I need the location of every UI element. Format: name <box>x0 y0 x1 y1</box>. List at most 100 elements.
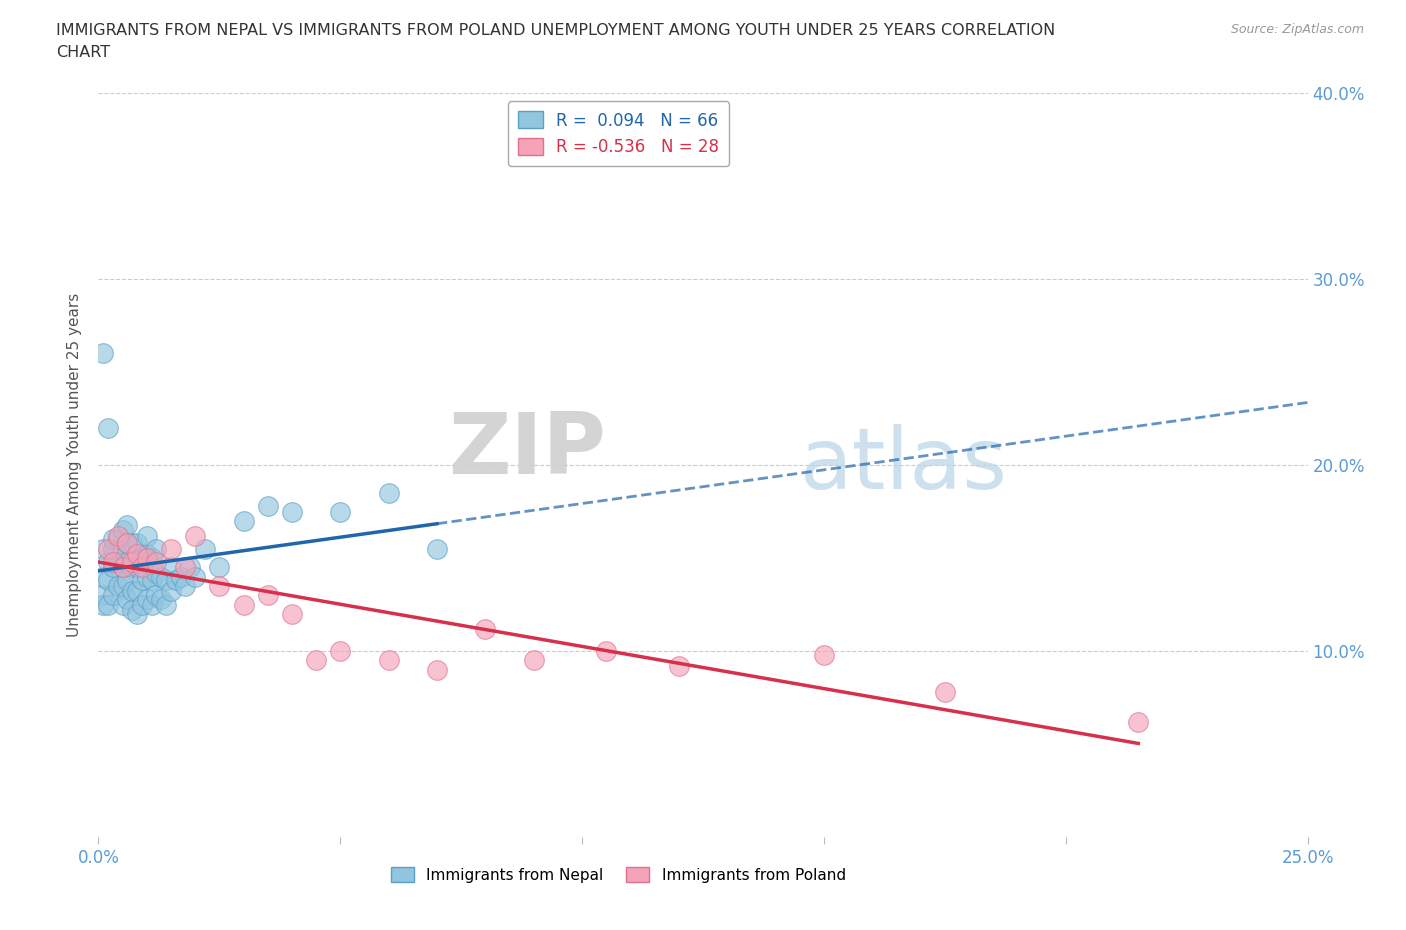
Point <box>107 578 129 593</box>
Point <box>111 560 134 575</box>
Point <box>426 541 449 556</box>
Point <box>145 588 167 603</box>
Point <box>281 504 304 519</box>
Point <box>160 541 183 556</box>
Point <box>141 597 163 612</box>
Point <box>117 536 139 551</box>
Point <box>117 591 139 606</box>
Point <box>97 420 120 435</box>
Point <box>174 578 197 593</box>
Point <box>131 560 153 575</box>
Point <box>121 554 143 569</box>
Point <box>135 569 157 584</box>
Text: atlas: atlas <box>800 423 1008 507</box>
Point <box>150 591 173 606</box>
Point <box>91 588 114 603</box>
Point <box>595 644 617 658</box>
Point <box>329 504 352 519</box>
Legend: Immigrants from Nepal, Immigrants from Poland: Immigrants from Nepal, Immigrants from P… <box>385 860 852 889</box>
Point <box>208 560 231 575</box>
Point <box>141 551 163 565</box>
Point <box>107 554 129 569</box>
Point <box>329 644 352 658</box>
Point <box>91 569 114 584</box>
Point <box>934 684 956 699</box>
Text: IMMIGRANTS FROM NEPAL VS IMMIGRANTS FROM POLAND UNEMPLOYMENT AMONG YOUTH UNDER 2: IMMIGRANTS FROM NEPAL VS IMMIGRANTS FROM… <box>56 23 1056 38</box>
Point <box>1128 714 1150 729</box>
Point <box>111 560 134 575</box>
Point <box>377 653 399 668</box>
Point <box>155 573 177 588</box>
Point <box>150 569 173 584</box>
Point <box>117 517 139 532</box>
Point <box>281 606 304 621</box>
Point <box>127 606 149 621</box>
Point <box>101 554 124 569</box>
Point <box>127 536 149 551</box>
Point <box>101 560 124 575</box>
Text: ZIP: ZIP <box>449 408 606 492</box>
Point <box>97 597 120 612</box>
Point <box>111 597 134 612</box>
Point <box>160 560 183 575</box>
Text: CHART: CHART <box>56 45 110 60</box>
Point <box>232 513 254 528</box>
Point <box>97 541 120 556</box>
Point <box>97 573 120 588</box>
Point <box>101 532 124 547</box>
Point <box>107 528 129 543</box>
Point <box>174 560 197 575</box>
Point <box>135 551 157 565</box>
Point <box>145 541 167 556</box>
Point <box>208 578 231 593</box>
Point <box>111 541 134 556</box>
Point <box>305 653 328 668</box>
Point <box>121 560 143 575</box>
Point <box>107 532 129 547</box>
Point <box>101 541 124 556</box>
Point <box>101 588 124 603</box>
Point <box>91 597 114 612</box>
Point <box>256 498 278 513</box>
Point <box>121 584 143 599</box>
Point <box>135 547 157 562</box>
Point <box>523 653 546 668</box>
Point <box>184 569 207 584</box>
Point <box>111 523 134 538</box>
Text: Source: ZipAtlas.com: Source: ZipAtlas.com <box>1230 23 1364 36</box>
Point <box>813 647 835 662</box>
Point <box>131 551 153 565</box>
Point <box>131 573 153 588</box>
Point <box>474 621 496 636</box>
Point <box>127 560 149 575</box>
Point <box>145 565 167 580</box>
Point <box>117 554 139 569</box>
Point <box>179 560 201 575</box>
Point <box>121 536 143 551</box>
Point <box>91 541 114 556</box>
Point <box>256 588 278 603</box>
Point <box>145 554 167 569</box>
Point <box>131 597 153 612</box>
Point <box>135 591 157 606</box>
Point <box>127 547 149 562</box>
Point <box>426 662 449 677</box>
Point <box>169 569 191 584</box>
Point <box>127 584 149 599</box>
Point <box>91 346 114 361</box>
Point <box>97 554 120 569</box>
Point <box>135 528 157 543</box>
Point <box>184 528 207 543</box>
Point <box>232 597 254 612</box>
Point <box>155 597 177 612</box>
Point <box>377 485 399 500</box>
Point <box>117 536 139 551</box>
Y-axis label: Unemployment Among Youth under 25 years: Unemployment Among Youth under 25 years <box>67 293 83 637</box>
Point <box>194 541 217 556</box>
Point <box>117 573 139 588</box>
Point <box>668 658 690 673</box>
Point <box>165 573 187 588</box>
Point <box>121 603 143 618</box>
Point <box>111 578 134 593</box>
Point <box>160 584 183 599</box>
